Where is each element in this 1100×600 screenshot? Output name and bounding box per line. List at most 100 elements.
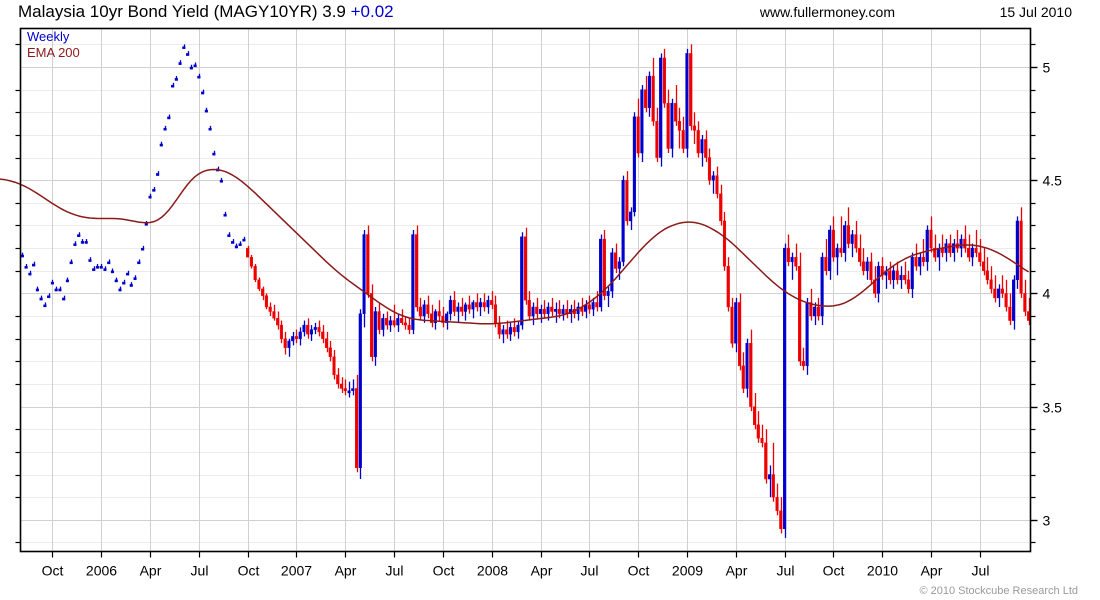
candlestick-bar[interactable]	[595, 291, 599, 312]
candlestick-bar[interactable]	[445, 311, 449, 330]
candlestick-bar[interactable]	[418, 297, 422, 321]
candlestick-bar[interactable]	[584, 300, 588, 319]
candlestick-bar[interactable]	[125, 270, 130, 276]
candlestick-bar[interactable]	[741, 352, 745, 394]
candlestick-bar[interactable]	[737, 293, 742, 371]
candlestick-bar[interactable]	[294, 329, 299, 344]
candlestick-bar[interactable]	[873, 266, 877, 298]
candlestick-bar[interactable]	[993, 275, 997, 303]
candlestick-bar[interactable]	[88, 257, 92, 262]
candlestick-bar[interactable]	[437, 300, 441, 321]
candlestick-bar[interactable]	[148, 193, 152, 199]
candlestick-bar[interactable]	[328, 340, 332, 362]
candlestick-bar[interactable]	[65, 277, 69, 283]
candlestick-bar[interactable]	[212, 150, 216, 156]
candlestick-bar[interactable]	[385, 311, 389, 330]
candlestick-bar[interactable]	[178, 60, 182, 65]
candlestick-bar[interactable]	[163, 125, 167, 131]
candlestick-bar[interactable]	[966, 234, 971, 262]
candlestick-bar[interactable]	[287, 338, 291, 357]
candlestick-bar[interactable]	[43, 302, 47, 308]
candlestick-bar[interactable]	[989, 266, 993, 294]
candlestick-bar[interactable]	[846, 207, 850, 249]
candlestick-bar[interactable]	[167, 114, 171, 120]
candlestick-bar[interactable]	[272, 304, 276, 321]
candlestick-bar[interactable]	[92, 266, 96, 271]
candlestick-bar[interactable]	[140, 245, 145, 251]
candlestick-bar[interactable]	[396, 313, 400, 332]
candlestick-bar[interactable]	[711, 171, 715, 194]
candlestick-bar[interactable]	[602, 230, 606, 301]
candlestick-bar[interactable]	[666, 89, 670, 154]
candlestick-bar[interactable]	[313, 322, 317, 335]
candlestick-bar[interactable]	[351, 379, 355, 396]
candlestick-bar[interactable]	[561, 304, 565, 321]
candlestick-bar[interactable]	[569, 304, 573, 323]
candlestick-bar[interactable]	[565, 300, 569, 319]
candlestick-bar[interactable]	[264, 293, 268, 310]
candlestick-bar[interactable]	[471, 300, 475, 319]
candlestick-bar[interactable]	[347, 381, 351, 398]
candlestick-bar[interactable]	[918, 252, 922, 276]
candlestick-bar[interactable]	[813, 302, 817, 326]
candlestick-bar[interactable]	[332, 349, 336, 380]
candlestick-bar[interactable]	[54, 286, 58, 292]
candlestick-bar[interactable]	[1004, 279, 1008, 312]
candlestick-bar[interactable]	[306, 318, 310, 339]
candlestick-bar[interactable]	[309, 325, 314, 341]
candlestick-bar[interactable]	[835, 243, 839, 276]
candlestick-bar[interactable]	[617, 257, 621, 280]
candlestick-bar[interactable]	[129, 282, 133, 287]
candlestick-bar[interactable]	[227, 232, 231, 237]
candlestick-bar[interactable]	[317, 320, 321, 337]
candlestick-bar[interactable]	[193, 62, 197, 68]
candlestick-bar[interactable]	[963, 225, 967, 253]
candlestick-bar[interactable]	[110, 268, 115, 274]
candlestick-bar[interactable]	[651, 57, 655, 126]
candlestick-bar[interactable]	[171, 82, 175, 88]
candlestick-bar[interactable]	[771, 442, 775, 502]
candlestick-bar[interactable]	[910, 252, 914, 298]
candlestick-bar[interactable]	[606, 286, 610, 307]
candlestick-bar[interactable]	[531, 302, 535, 326]
candlestick-bar[interactable]	[730, 297, 734, 348]
candlestick-bar[interactable]	[899, 266, 903, 289]
candlestick-bar[interactable]	[95, 263, 100, 269]
candlestick-bar[interactable]	[475, 293, 479, 312]
candlestick-bar[interactable]	[73, 241, 77, 246]
candlestick-bar[interactable]	[636, 98, 640, 158]
candlestick-bar[interactable]	[186, 51, 190, 56]
candlestick-bar[interactable]	[527, 291, 531, 321]
candlestick-bar[interactable]	[1027, 297, 1031, 326]
candlestick-bar[interactable]	[696, 121, 700, 158]
candlestick-bar[interactable]	[677, 107, 681, 149]
candlestick-bar[interactable]	[197, 73, 201, 79]
candlestick-bar[interactable]	[1008, 293, 1012, 326]
candlestick-bar[interactable]	[268, 302, 272, 317]
candlestick-bar[interactable]	[407, 318, 411, 335]
candlestick-bar[interactable]	[204, 107, 208, 113]
candlestick-bar[interactable]	[839, 216, 843, 258]
candlestick-bar[interactable]	[302, 320, 306, 337]
candlestick-bar[interactable]	[542, 300, 546, 319]
candlestick-bar[interactable]	[906, 270, 911, 294]
candlestick-bar[interactable]	[35, 286, 39, 292]
candlestick-bar[interactable]	[411, 230, 415, 335]
candlestick-bar[interactable]	[726, 257, 730, 312]
candlestick-bar[interactable]	[670, 98, 674, 158]
candlestick-bar[interactable]	[914, 243, 918, 271]
candlestick-bar[interactable]	[903, 261, 907, 285]
candlestick-bar[interactable]	[734, 297, 738, 353]
candlestick-bar[interactable]	[978, 239, 982, 267]
candlestick-bar[interactable]	[869, 252, 873, 285]
candlestick-bar[interactable]	[189, 64, 193, 70]
candlestick-bar[interactable]	[324, 331, 329, 353]
candlestick-bar[interactable]	[234, 243, 238, 249]
candlestick-bar[interactable]	[888, 261, 892, 285]
candlestick-bar[interactable]	[50, 279, 54, 285]
candlestick-bar[interactable]	[876, 261, 880, 303]
candlestick-bar[interactable]	[801, 347, 805, 371]
candlestick-bar[interactable]	[467, 295, 471, 314]
candlestick-bar[interactable]	[1000, 275, 1004, 298]
candlestick-bar[interactable]	[647, 71, 651, 117]
